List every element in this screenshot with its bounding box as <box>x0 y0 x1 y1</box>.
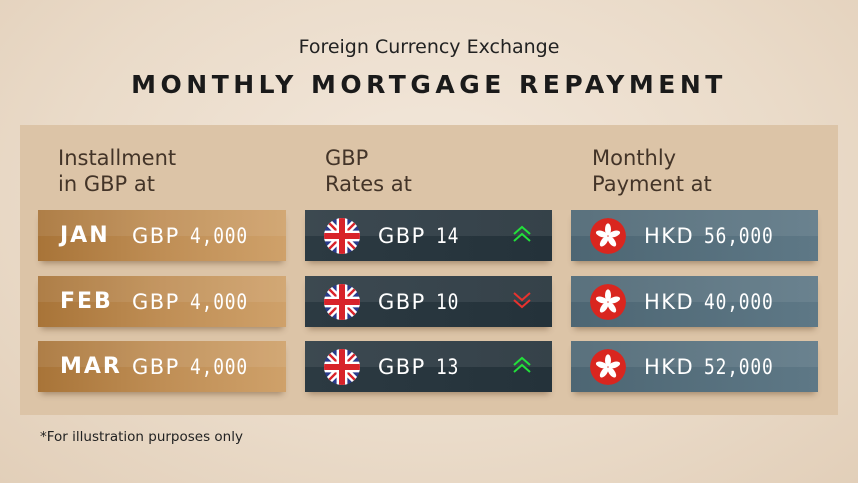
hong-kong-flag-icon <box>590 283 626 320</box>
currency-code: GBP <box>378 354 426 379</box>
uk-flag-icon <box>324 283 360 320</box>
month-label: MAR <box>60 354 122 379</box>
rate-value: 13 <box>435 354 460 379</box>
header-line: Monthly <box>592 146 677 170</box>
payment-cell: HKD 56,000 <box>571 210 818 261</box>
currency-code: HKD <box>644 354 695 379</box>
column-header-rates: GBP Rates at <box>325 145 412 197</box>
rate-cell: GBP 10 <box>305 276 552 327</box>
installment-amount: 4,000 <box>189 223 248 248</box>
footnote: *For illustration purposes only <box>40 429 243 445</box>
header-line: in GBP at <box>58 172 155 196</box>
installment-cell: MAR GBP 4,000 <box>38 341 286 392</box>
header-line: GBP <box>325 146 369 170</box>
rate-value: 10 <box>435 289 460 314</box>
currency-code: HKD <box>644 289 695 314</box>
installment-cell: JAN GBP 4,000 <box>38 210 286 261</box>
header-line: Payment at <box>592 172 712 196</box>
rate-cell: GBP 13 <box>305 341 552 392</box>
payment-amount: 56,000 <box>704 223 774 248</box>
hong-kong-flag-icon <box>590 348 626 385</box>
rate-value: 14 <box>435 223 460 248</box>
currency-code: GBP <box>378 289 426 314</box>
subtitle: Foreign Currency Exchange <box>298 36 560 58</box>
double-chevron-down-icon <box>512 291 532 312</box>
payment-amount: 52,000 <box>704 354 774 379</box>
currency-code: GBP <box>132 354 180 379</box>
hong-kong-flag-icon <box>590 217 626 254</box>
installment-amount: 4,000 <box>189 289 248 314</box>
header-line: Installment <box>58 146 177 170</box>
uk-flag-icon <box>324 217 360 254</box>
column-header-payment: Monthly Payment at <box>592 145 712 197</box>
month-label: FEB <box>60 289 113 314</box>
column-header-installment: Installment in GBP at <box>58 145 176 197</box>
header-line: Rates at <box>325 172 412 196</box>
currency-code: GBP <box>132 289 180 314</box>
currency-code: GBP <box>132 223 180 248</box>
currency-code: HKD <box>644 223 695 248</box>
installment-amount: 4,000 <box>189 354 248 379</box>
payment-cell: HKD 40,000 <box>571 276 818 327</box>
currency-code: GBP <box>378 223 426 248</box>
double-chevron-up-icon <box>512 356 532 377</box>
page-title: MONTHLY MORTGAGE REPAYMENT <box>131 70 727 99</box>
month-label: JAN <box>60 223 110 248</box>
rate-cell: GBP 14 <box>305 210 552 261</box>
uk-flag-icon <box>324 348 360 385</box>
payment-amount: 40,000 <box>704 289 774 314</box>
payment-cell: HKD 52,000 <box>571 341 818 392</box>
double-chevron-up-icon <box>512 225 532 246</box>
installment-cell: FEB GBP 4,000 <box>38 276 286 327</box>
